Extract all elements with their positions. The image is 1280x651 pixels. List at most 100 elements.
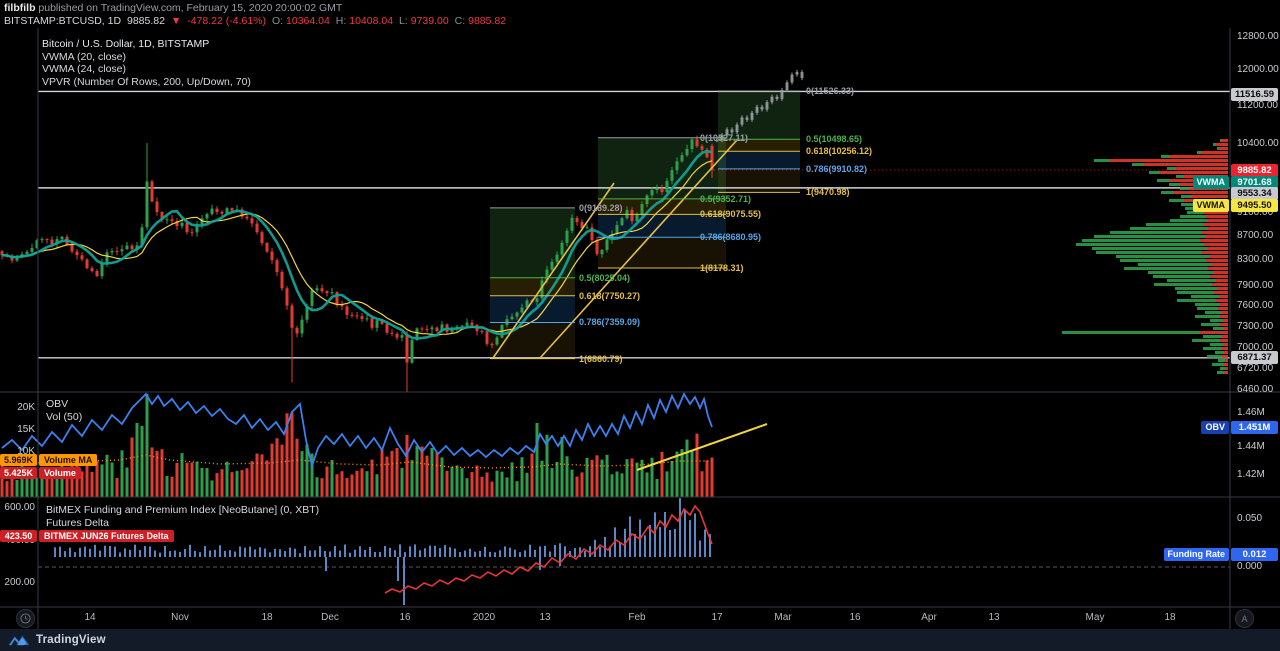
price-tick: 7000.00 — [1237, 342, 1274, 354]
open-value: 10364.04 — [286, 15, 330, 27]
obv-tag-badge: OBV — [1201, 420, 1229, 434]
time-label: 16 — [849, 612, 861, 623]
time-label: Feb — [628, 612, 646, 623]
low-label: L: — [398, 15, 408, 27]
funding-rate-tick: 0.000 — [1237, 561, 1263, 572]
delta-value-badge: 423.50 — [0, 530, 37, 542]
price-badge: 9553.34 — [1231, 186, 1278, 200]
funding-rate-tag-badge: Funding Rate — [1163, 547, 1229, 561]
legend-futures-delta: Futures Delta — [46, 516, 110, 529]
fib-label: 1(6860.79) — [579, 353, 623, 364]
price-tick: 12000.00 — [1237, 64, 1279, 76]
candle-body — [0, 251, 4, 256]
obv-tick: 1.46M — [1237, 407, 1265, 418]
symbol-name: BITSTAMP:BTCUSD, 1D — [4, 15, 122, 27]
legend-vwma24: VWMA (24, close) — [42, 63, 127, 75]
candle-body — [25, 251, 29, 255]
clock-icon — [20, 613, 31, 624]
high-label: H: — [335, 15, 347, 27]
volume-legend: OBV Vol (50) — [46, 398, 82, 423]
volume-label-badge: Volume — [39, 467, 81, 479]
timezone-clock-button[interactable] — [16, 609, 35, 628]
volume-value-badge: 5.969K — [0, 454, 37, 466]
fib-label: 0.786(9910.82) — [806, 163, 868, 174]
price-tick: 9100.00 — [1237, 206, 1274, 218]
obv-tick: 1.42M — [1237, 469, 1265, 480]
tradingview-logo[interactable] — [8, 633, 30, 647]
author-name: filbfilb — [4, 2, 36, 14]
volume-bar — [5, 481, 9, 497]
tradingview-brand[interactable]: TradingView — [36, 634, 106, 646]
publish-info: filbfilb published on TradingView.com, F… — [4, 2, 343, 14]
price-badge: 6871.37 — [1231, 350, 1278, 364]
price-badge: 9885.82 — [1231, 163, 1278, 177]
funding-legend: BitMEX Funding and Premium Index [NeoBut… — [46, 504, 319, 529]
indicator-tag-badge: VWMA — [1192, 175, 1229, 189]
time-label: 13 — [539, 612, 551, 623]
fib-label: 1(8178.31) — [700, 263, 744, 274]
time-label: Dec — [321, 612, 339, 623]
fib-label: 0.5(10498.65) — [806, 134, 863, 145]
price-tick: 8700.00 — [1237, 230, 1274, 242]
time-label: 13 — [988, 612, 1000, 623]
funding-rate-value-badge: 0.012 — [1231, 547, 1278, 561]
auto-scale-letter: A — [1241, 613, 1248, 624]
candle-body — [10, 255, 14, 261]
time-label: 17 — [711, 612, 723, 623]
obv-value-badge: 1.451M — [1231, 420, 1278, 434]
legend-obv: OBV — [46, 398, 69, 410]
legend-vol: Vol (50) — [46, 410, 83, 423]
time-label: May — [1085, 612, 1105, 623]
price-tick: 10400.00 — [1237, 138, 1279, 150]
volume-bar — [15, 479, 19, 497]
price-tick: 11200.00 — [1237, 99, 1278, 111]
time-label: Nov — [171, 612, 189, 623]
fib-label: 0(11526.33) — [806, 86, 855, 97]
time-label: 2020 — [472, 612, 496, 623]
funding-tick: 600.00 — [4, 502, 35, 513]
fib-label: 1(9470.98) — [806, 187, 850, 198]
price-badge: 9495.50 — [1231, 198, 1278, 212]
footer-bar: TradingView — [0, 629, 1280, 651]
high-value: 10408.04 — [349, 15, 394, 27]
indicator-tag-badge: VWMA — [1192, 198, 1229, 212]
funding-tick: 200.00 — [4, 577, 35, 588]
main-legend: Bitcoin / U.S. Dollar, 1D, BITSTAMP VWMA… — [42, 38, 251, 88]
time-label: Mar — [774, 612, 792, 623]
open-label: O: — [271, 15, 284, 27]
candle-body — [30, 247, 34, 252]
legend-symbol: Bitcoin / U.S. Dollar, 1D, BITSTAMP — [42, 38, 210, 50]
price-tick: 7600.00 — [1237, 299, 1274, 311]
publish-header: filbfilb published on TradingView.com, F… — [0, 0, 1280, 28]
fib-label: 0.786(7359.09) — [579, 317, 641, 328]
volume-tick: 15K — [17, 424, 35, 435]
legend-vpvr: VPVR (Number Of Rows, 200, Up/Down, 70) — [42, 75, 251, 88]
volume-obv-pane[interactable] — [38, 392, 1230, 497]
price-tick: 6460.00 — [1237, 383, 1274, 395]
time-label: 18 — [1164, 612, 1176, 623]
auto-scale-button[interactable]: A — [1235, 609, 1254, 628]
funding-rate-tick: 0.050 — [1237, 513, 1263, 524]
candle-body — [15, 256, 19, 261]
legend-vwma20: VWMA (20, close) — [42, 50, 127, 63]
price-badge: 11516.59 — [1231, 87, 1278, 101]
fib-label: 0.5(9352.71) — [700, 193, 752, 204]
candle-body — [5, 255, 9, 257]
legend-funding-index: BitMEX Funding and Premium Index [NeoBut… — [46, 504, 320, 516]
fib-label: 0.5(8025.04) — [579, 272, 631, 283]
fib-label: 0.618(10256.12) — [806, 146, 873, 157]
price-tick: 12800.00 — [1237, 30, 1279, 42]
time-label: Apr — [921, 612, 937, 623]
fib-label: 0.786(8680.95) — [700, 232, 762, 243]
obv-tick: 1.44M — [1237, 441, 1265, 452]
fib-label: 0.618(9075.55) — [700, 209, 762, 220]
close-value: 9885.82 — [468, 15, 507, 27]
low-value: 9739.00 — [410, 15, 449, 27]
fib-label: 0(9189.28) — [579, 202, 623, 213]
last-price: 9885.82 — [127, 15, 165, 27]
fib-label: 0(10527.11) — [700, 132, 749, 143]
price-tick: 7900.00 — [1237, 279, 1274, 291]
direction-down-icon: ▼ — [170, 15, 182, 27]
time-label: 18 — [261, 612, 273, 623]
